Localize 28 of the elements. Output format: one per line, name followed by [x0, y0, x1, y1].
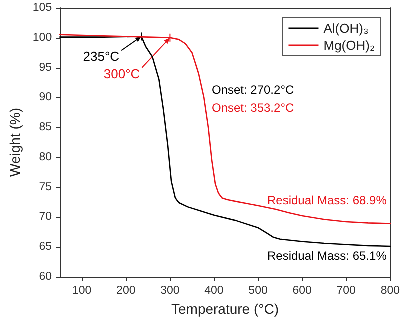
y-tick-label: 95 — [39, 62, 52, 74]
legend-label: Al(OH)₃ — [324, 21, 369, 36]
y-tick-label: 70 — [39, 211, 52, 224]
x-tick-label: 600 — [292, 285, 312, 297]
y-tick-label: 90 — [39, 92, 52, 104]
annotation: Residual Mass: 65.1% — [267, 248, 388, 263]
x-tick-label: 500 — [248, 285, 268, 297]
y-tick-label: 85 — [39, 122, 52, 134]
annotation: 300°C — [104, 66, 140, 82]
y-tick-label: 100 — [32, 32, 52, 44]
y-tick-label: 65 — [39, 241, 52, 254]
y-axis-title: Weight (%) — [7, 108, 23, 177]
x-tick-label: 700 — [336, 285, 356, 297]
legend-label: Mg(OH)₂ — [324, 38, 375, 53]
y-tick-label: 75 — [39, 181, 52, 194]
x-axis-title: Temperature (°C) — [171, 300, 280, 317]
annotation: Onset: 353.2°C — [212, 101, 294, 116]
x-tick-label: 400 — [204, 285, 224, 297]
annotation: Residual Mass: 68.9% — [267, 194, 388, 208]
y-tick-label: 105 — [32, 2, 52, 14]
annotation: 235°C — [83, 49, 120, 64]
x-tick-label: 800 — [380, 285, 400, 297]
x-tick-label: 100 — [72, 285, 92, 297]
annotation: Onset: 270.2°C — [212, 82, 294, 97]
x-tick-label: 200 — [116, 285, 136, 297]
y-tick-label: 60 — [39, 271, 52, 283]
y-tick-label: 80 — [39, 151, 52, 164]
x-tick-label: 300 — [160, 285, 180, 297]
